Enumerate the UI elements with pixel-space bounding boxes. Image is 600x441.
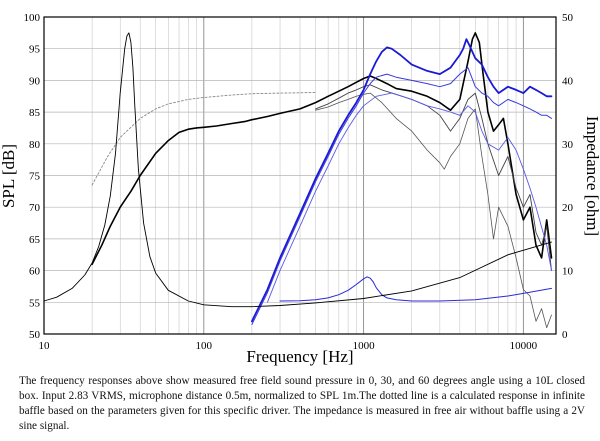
- y-tick-label: 70: [29, 202, 41, 214]
- series-line-9: [43, 32, 552, 308]
- y-tick-label: 55: [29, 297, 41, 309]
- x-tick-label: 1000: [353, 340, 376, 352]
- x-tick-label: 10: [39, 340, 51, 352]
- x-tick-label: 10000: [510, 340, 538, 352]
- series-group: [43, 32, 553, 329]
- series-line-6: [251, 67, 552, 325]
- y-tick-label: 60: [29, 266, 41, 278]
- y2-tick-label: 0: [562, 329, 568, 341]
- x-axis-title: Frequency [Hz]: [246, 347, 353, 366]
- y-tick-label: 90: [29, 75, 41, 87]
- y2-tick-label: 50: [562, 12, 574, 24]
- y2-tick-label: 40: [562, 75, 574, 87]
- caption: The frequency responses above show measu…: [19, 375, 585, 432]
- y-tick-label: 80: [29, 139, 41, 151]
- x-tick-label: 100: [196, 340, 213, 352]
- y2-tick-label: 20: [562, 202, 574, 214]
- y2-axis-title: Impedance [ohm]: [583, 116, 600, 236]
- plot-frame: [43, 16, 557, 335]
- series-line-2: [315, 84, 552, 272]
- series-line-8: [279, 276, 552, 302]
- series-line-5: [250, 38, 553, 323]
- y2-tick-label: 10: [562, 266, 574, 278]
- y-tick-label: 65: [29, 234, 41, 246]
- y-tick-label: 100: [24, 12, 41, 24]
- y-tick-label: 85: [29, 107, 41, 119]
- y-axis-title: SPL [dB]: [0, 144, 18, 208]
- y2-tick-label: 30: [562, 139, 574, 151]
- frequency-response-chart: 50 55 60 65 70 75 80 85 90 95 100 0 10 20 30 40 50 10 100 1…: [0, 12, 600, 366]
- y-tick-label: 50: [29, 329, 41, 341]
- series-line-7: [266, 92, 552, 303]
- y-tick-label: 95: [29, 44, 41, 56]
- y-tick-label: 75: [29, 171, 41, 183]
